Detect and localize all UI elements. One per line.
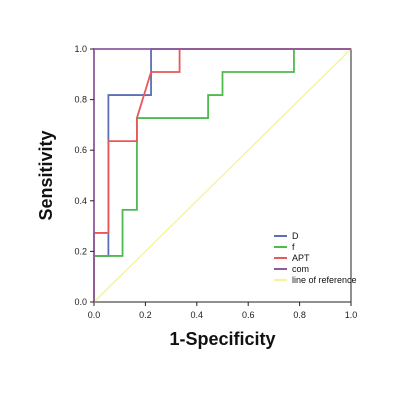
legend-label-apt: APT [292,253,310,263]
legend-label-d: D [292,231,299,241]
y-tick-label: 0.4 [74,196,87,206]
y-tick-label: 0.2 [74,246,87,256]
x-tick-label: 0.6 [242,310,255,320]
y-tick-label: 1.0 [74,44,87,54]
series-line-line-of-reference [93,48,352,303]
x-tick-label: 0.8 [293,310,306,320]
legend-label-f: f [292,242,295,252]
x-tick-label: 1.0 [345,310,358,320]
y-tick-label: 0.8 [74,95,87,105]
x-tick-label: 0.0 [88,310,101,320]
x-axis-title: 1-Specificity [169,329,275,349]
y-axis-title: Sensitivity [36,130,56,220]
series-line-f [93,48,351,302]
legend-label-line-of-reference: line of reference [292,275,357,285]
tick-layer: 0.0 0.2 0.4 0.6 0.8 1.0 0.0 0.2 0.4 0.6 0.8 1.0 [74,44,357,320]
x-tick-label: 0.2 [139,310,152,320]
series-line-apt [93,48,351,302]
y-tick-label: 0.6 [74,145,87,155]
x-tick-label: 0.4 [191,310,204,320]
legend-label-com: com [292,264,309,274]
y-tick-label: 0.0 [74,297,87,307]
